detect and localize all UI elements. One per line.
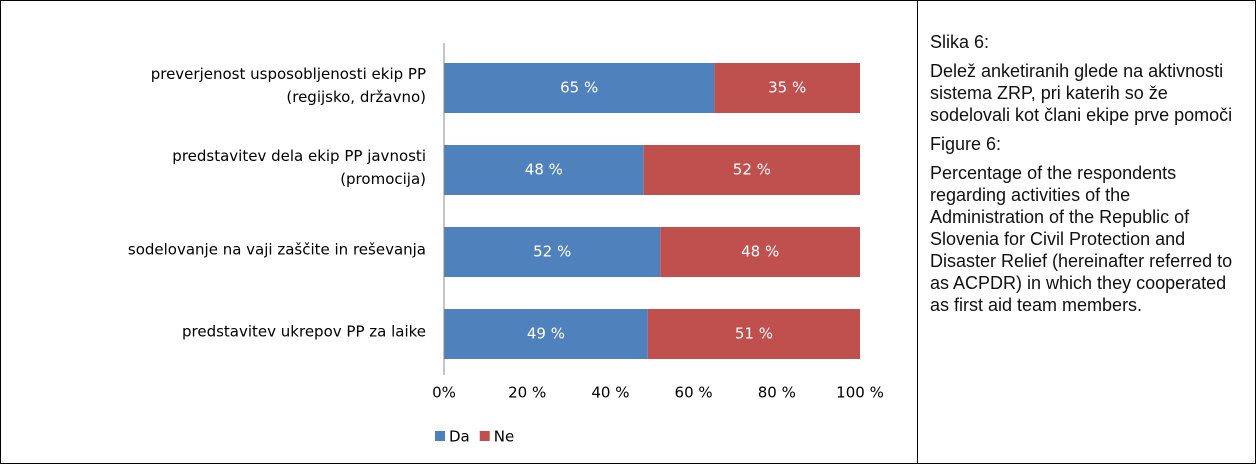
caption-label: Slika 6: <box>930 32 990 52</box>
bar-segment <box>444 63 715 113</box>
caption-text: Delež anketiranih glede na aktivnosti si… <box>930 61 1233 125</box>
value-label: 52 % <box>533 243 571 261</box>
value-label: 35 % <box>768 79 806 97</box>
category-label: (promocija) <box>340 170 426 188</box>
bar-segment <box>444 227 661 277</box>
legend-swatch <box>479 431 490 441</box>
caption-text: Percentage of the respondents regarding … <box>930 163 1233 315</box>
value-label: 48 % <box>741 243 779 261</box>
chart: 0% 20 % 40 % 60 % 80 % 100 % preverjenost uspo… <box>128 43 884 446</box>
legend-label: Ne <box>494 428 514 446</box>
value-label: 48 % <box>525 161 563 179</box>
category-label: sodelovanje na vaji zaščite in reševanja <box>128 241 426 259</box>
value-label: 51 % <box>735 325 773 343</box>
x-tick-label: 60 % <box>675 384 713 402</box>
category-label: predstavitev dela ekip PP javnosti <box>172 147 426 165</box>
bar-segment <box>647 309 860 359</box>
value-label: 52 % <box>733 161 771 179</box>
bar-segment <box>444 309 648 359</box>
legend-label: Da <box>449 428 470 446</box>
x-tick-label: 80 % <box>758 384 796 402</box>
value-label: 49 % <box>527 325 565 343</box>
legend-swatch <box>435 431 445 441</box>
value-label: 65 % <box>560 79 598 97</box>
x-tick-label: 0% <box>432 384 456 402</box>
x-tick-label: 40 % <box>591 384 629 402</box>
category-label: (regijsko, državno) <box>286 88 426 106</box>
category-label: preverjenost usposobljenosti ekip PP <box>151 65 426 83</box>
bar-segment <box>444 145 644 195</box>
bar-segment <box>660 227 860 277</box>
category-label: predstavitev ukrepov PP za laike <box>182 323 426 341</box>
x-tick-label: 100 % <box>836 384 884 402</box>
caption: Slika 6: Delež anketiranih glede na akti… <box>917 1 1255 463</box>
caption-label: Figure 6: <box>930 134 1002 154</box>
bar-segment <box>643 145 860 195</box>
bar-segment <box>714 63 860 113</box>
x-tick-label: 20 % <box>508 384 546 402</box>
